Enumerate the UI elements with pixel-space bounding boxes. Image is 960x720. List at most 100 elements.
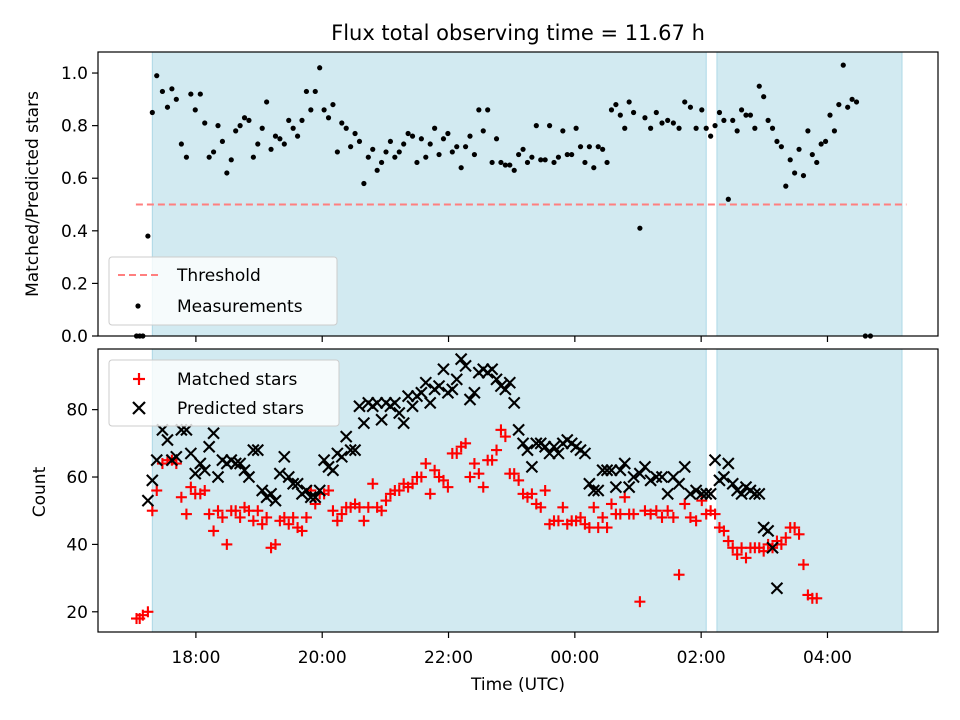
y-tick-label: 80: [66, 401, 88, 421]
measurement-point: [703, 125, 709, 131]
predicted-point: [578, 447, 592, 460]
measurement-point: [608, 107, 615, 113]
measurement-point: [352, 130, 358, 137]
predicted-point: [587, 484, 601, 497]
bottom-legend: Matched stars Predicted stars: [108, 359, 340, 427]
measurement-point: [533, 123, 539, 129]
matched-point: [283, 518, 295, 530]
predicted-point: [547, 440, 561, 453]
predicted-point: [516, 437, 530, 450]
measurement-point: [738, 107, 745, 113]
matched-point: [780, 532, 792, 544]
matched-point: [491, 444, 503, 456]
matched-point: [673, 569, 685, 581]
measurement-point: [725, 196, 731, 202]
matched-point: [323, 485, 335, 496]
measurement-point: [325, 115, 332, 121]
measurement-point: [159, 88, 166, 95]
matched-point: [429, 464, 441, 476]
matched-point: [146, 505, 158, 517]
measurement-point: [708, 133, 714, 139]
predicted-point: [357, 416, 371, 430]
measurement-point: [761, 94, 767, 100]
predicted-point: [229, 457, 242, 470]
measurement-point: [233, 128, 239, 134]
measurement-point: [299, 117, 305, 123]
measurement-point: [264, 99, 270, 105]
measurement-point: [467, 133, 473, 139]
matched-point: [358, 515, 370, 527]
measurement-point: [149, 109, 155, 116]
matched-point: [679, 498, 691, 510]
matched-point: [261, 511, 273, 523]
measurement-point: [405, 130, 411, 137]
predicted-point: [273, 467, 287, 480]
measurement-point: [511, 167, 517, 173]
predicted-point: [348, 443, 362, 457]
predicted-point: [633, 467, 647, 480]
predicted-point: [605, 464, 618, 477]
matched-point: [216, 511, 228, 523]
predicted-point: [530, 437, 543, 450]
matched-point: [775, 538, 787, 550]
y-tick-label: 20: [66, 603, 88, 623]
measurement-point: [573, 125, 579, 131]
measurement-point: [783, 183, 789, 189]
matched-point: [175, 491, 187, 503]
measurement-point: [591, 165, 597, 171]
predicted-point: [748, 487, 762, 501]
matched-point: [513, 474, 525, 486]
legend-measurements-swatch: [135, 303, 141, 309]
measurement-point: [259, 125, 265, 131]
predicted-point: [655, 470, 669, 484]
measurement-point: [241, 115, 248, 121]
legend-predicted-label: Predicted stars: [177, 399, 304, 419]
measurement-point: [642, 115, 648, 121]
predicted-point: [753, 487, 766, 501]
predicted-point: [521, 443, 534, 457]
top-y-axis: 0.0 0.2 0.4 0.6 0.8 1.0: [61, 64, 98, 347]
matched-point: [793, 528, 805, 540]
predicted-point: [463, 393, 477, 406]
predicted-point: [238, 464, 251, 477]
matched-point: [628, 508, 640, 520]
measurement-point: [409, 133, 416, 139]
predicted-point: [251, 443, 265, 457]
y-tick-label: 0.0: [61, 327, 88, 347]
measurement-point: [423, 154, 429, 160]
matched-point: [667, 511, 679, 523]
measurement-point: [787, 157, 793, 163]
matched-point: [495, 424, 507, 436]
measurement-point: [383, 149, 389, 155]
predicted-point: [339, 430, 353, 443]
measurement-point: [818, 141, 824, 147]
predicted-point: [388, 396, 402, 410]
measurement-point: [312, 88, 318, 95]
top-panel: 0.0 0.2 0.4 0.6 0.8 1.0 Matched/Predicted sta…: [23, 51, 939, 347]
measurement-point: [809, 151, 815, 158]
predicted-point: [538, 440, 552, 453]
measurement-point: [365, 154, 371, 160]
measurement-point: [228, 157, 234, 163]
measurement-point: [622, 125, 628, 131]
matched-point: [526, 488, 538, 500]
predicted-point: [512, 423, 525, 437]
measurement-point: [334, 149, 340, 155]
predicted-point: [170, 450, 183, 464]
predicted-point: [242, 470, 256, 484]
predicted-point: [264, 487, 278, 501]
predicted-point: [269, 494, 282, 507]
matched-point: [552, 515, 564, 527]
matched-point: [437, 474, 449, 486]
matched-point: [557, 501, 569, 513]
predicted-point: [309, 490, 322, 504]
predicted-point: [726, 477, 739, 491]
predicted-point: [437, 362, 450, 376]
measurement-point: [173, 96, 179, 102]
measurement-point: [604, 159, 610, 166]
matched-point: [336, 508, 348, 520]
measurement-point: [458, 165, 464, 171]
measurement-point: [392, 154, 398, 160]
matched-point: [535, 501, 547, 513]
matched-point: [718, 525, 730, 537]
